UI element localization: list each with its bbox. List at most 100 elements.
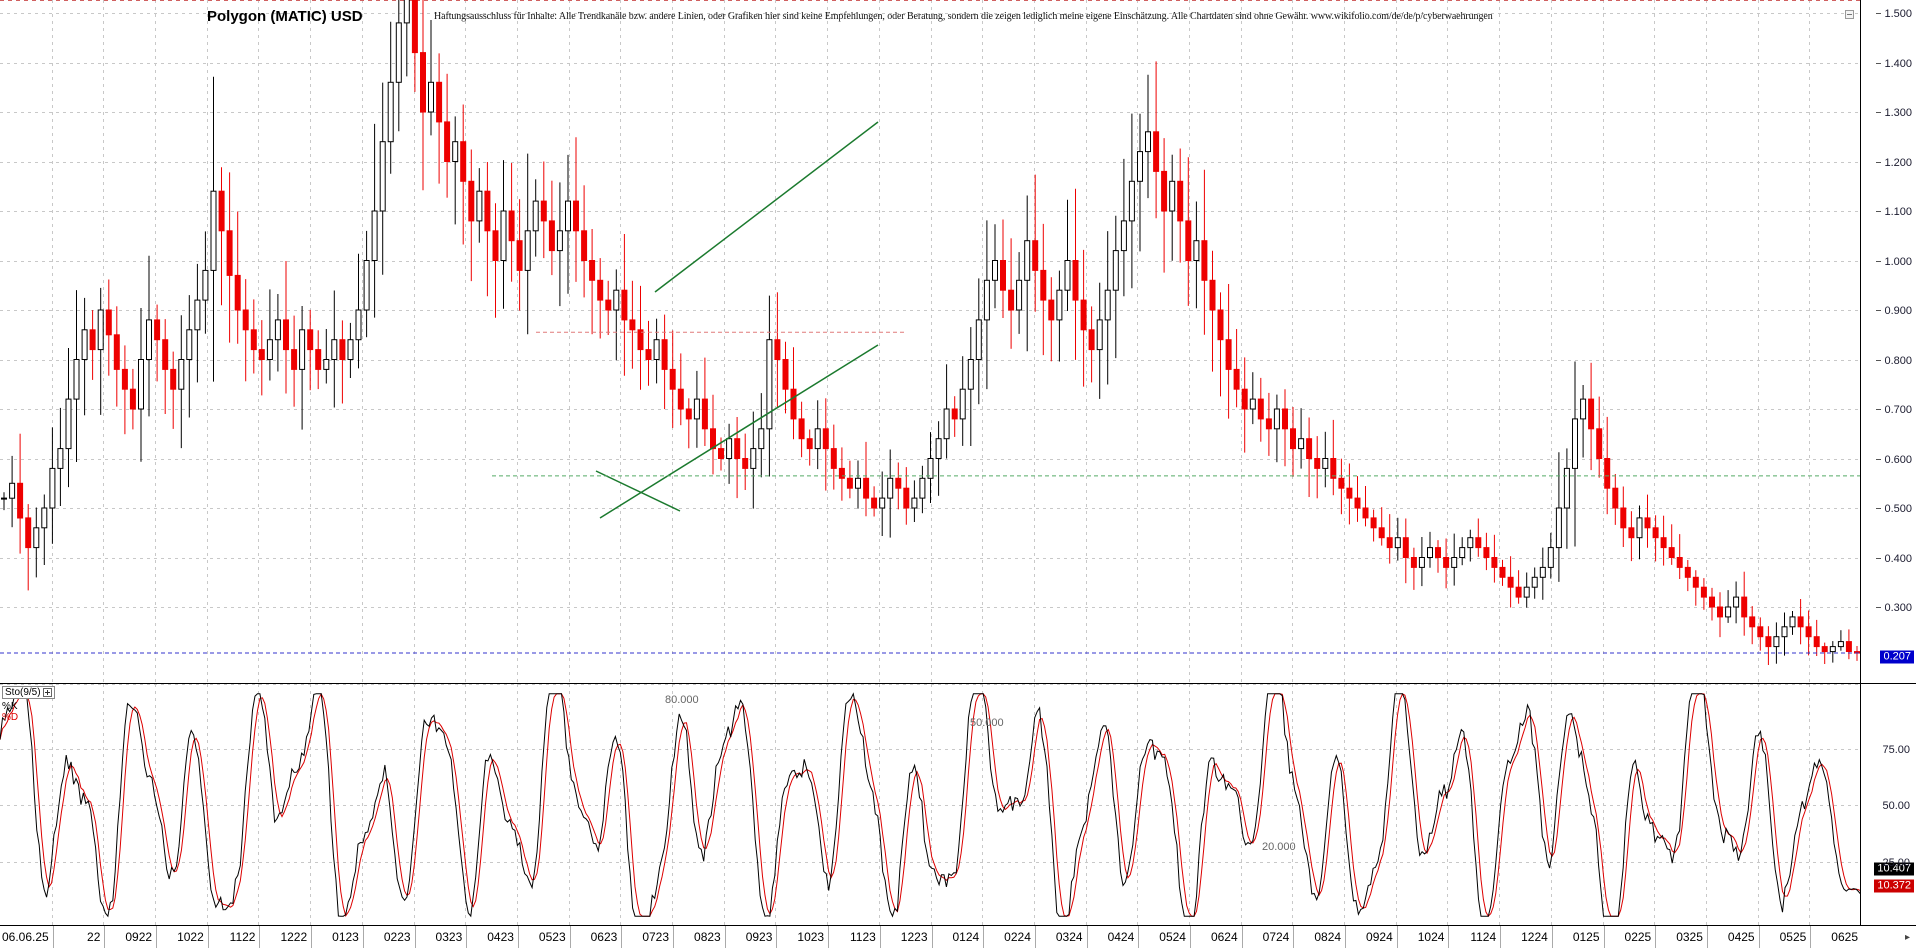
price-panel: Polygon (MATIC) USD Haftungsausschluss f… bbox=[0, 0, 1916, 683]
axis-tick-mark bbox=[1876, 260, 1882, 262]
x-axis-tick-label: 1222 bbox=[280, 930, 308, 944]
last-price-tag: 0.207 bbox=[1880, 650, 1914, 664]
level-20-label: 20.000 bbox=[1262, 841, 1296, 853]
chart-title: Polygon (MATIC) USD bbox=[207, 8, 363, 25]
x-axis-tick-label: 0623 bbox=[590, 930, 618, 944]
x-axis-separator bbox=[879, 926, 881, 948]
x-axis-separator bbox=[827, 926, 829, 948]
price-axis-tick-label: 0.900 bbox=[1876, 305, 1912, 316]
x-axis-separator bbox=[1706, 926, 1708, 948]
x-axis-separator bbox=[1086, 926, 1088, 948]
x-axis-tick-label: 0124 bbox=[952, 930, 980, 944]
x-axis-separator bbox=[1447, 926, 1449, 948]
price-plot-area[interactable]: Polygon (MATIC) USD Haftungsausschluss f… bbox=[0, 0, 1861, 683]
x-axis-separator bbox=[569, 926, 571, 948]
axis-tick-mark bbox=[1876, 161, 1882, 163]
indicator-d-label: %D bbox=[2, 712, 19, 723]
stochastic-panel: Sto(9/5) %K %D 80.000 50.000 20.000 10.4… bbox=[0, 683, 1916, 926]
x-axis-tick-label: 1024 bbox=[1417, 930, 1445, 944]
price-axis-tick-label: 1.300 bbox=[1876, 107, 1912, 118]
axis-tick-mark bbox=[1876, 111, 1882, 113]
x-axis-separator bbox=[982, 926, 984, 948]
x-axis-separator bbox=[414, 926, 416, 948]
x-axis-tick-label: 0425 bbox=[1727, 930, 1755, 944]
x-axis-tick-label: 1022 bbox=[177, 930, 204, 944]
axis-tick-mark bbox=[1876, 408, 1882, 410]
axis-tick-mark bbox=[1876, 557, 1882, 559]
x-axis-tick-label: 0524 bbox=[1159, 930, 1186, 944]
price-axis-tick-label: 0.700 bbox=[1876, 404, 1912, 415]
price-y-axis[interactable]: 0.207 1.500 1.400 1.300 1.200 1.100 1.000 0.90… bbox=[1861, 0, 1916, 683]
axis-tick-mark bbox=[1876, 62, 1882, 64]
x-axis-tick-label: 1023 bbox=[797, 930, 825, 944]
price-axis-tick-label: 0.300 bbox=[1876, 602, 1912, 613]
x-axis-tick-label: 0823 bbox=[694, 930, 721, 944]
stochastic-y-axis[interactable]: 10.407 10.372 75.00 50.00 25.00 bbox=[1861, 684, 1916, 926]
x-axis-separator bbox=[207, 926, 209, 948]
x-axis-separator bbox=[775, 926, 777, 948]
x-axis-scroll-arrow[interactable]: ▸ bbox=[1904, 932, 1910, 943]
x-axis-tick-label: 1124 bbox=[1470, 930, 1497, 944]
x-axis-tick-label: 1123 bbox=[849, 930, 876, 944]
price-axis-tick-label: 1.000 bbox=[1876, 256, 1912, 267]
x-axis-separator bbox=[362, 926, 364, 948]
x-axis-tick-label: 0125 bbox=[1572, 930, 1600, 944]
x-axis-tick-label: 0123 bbox=[332, 930, 359, 944]
price-axis-tick-label: 1.100 bbox=[1876, 206, 1912, 217]
indicator-name-box[interactable]: Sto(9/5) bbox=[2, 686, 55, 699]
x-axis-separator bbox=[1809, 926, 1811, 948]
axis-tick-mark bbox=[1876, 210, 1882, 212]
date-x-axis[interactable]: ▸ 06.06.25 22 0922 1022 1122 1222 0123 0223 0323… bbox=[0, 925, 1916, 948]
x-axis-tick-label: 0225 bbox=[1624, 930, 1652, 944]
x-axis-tick-label: 0924 bbox=[1366, 930, 1393, 944]
x-axis-separator bbox=[1034, 926, 1036, 948]
x-axis-separator bbox=[258, 926, 260, 948]
x-axis-tick-label: 0824 bbox=[1314, 930, 1342, 944]
stochastic-d-value-tag: 10.372 bbox=[1874, 879, 1914, 893]
x-axis-tick-label: 0625 bbox=[1831, 930, 1858, 944]
x-axis-separator bbox=[1344, 926, 1346, 948]
price-axis-tick-label: 1.400 bbox=[1876, 58, 1912, 69]
x-axis-tick-label: 0922 bbox=[125, 930, 153, 944]
x-axis-tick-label: 1223 bbox=[900, 930, 928, 944]
x-axis-separator bbox=[52, 926, 54, 948]
axis-tick-mark bbox=[1876, 12, 1882, 14]
x-axis-tick-label: 1224 bbox=[1521, 930, 1548, 944]
axis-tick-mark bbox=[1876, 606, 1882, 608]
axis-tick-mark bbox=[1876, 359, 1882, 361]
indicator-k-label: %K bbox=[2, 701, 18, 712]
x-axis-tick-label: 0324 bbox=[1055, 930, 1083, 944]
level-80-label: 80.000 bbox=[665, 694, 699, 706]
price-axis-tick-label: 0.500 bbox=[1876, 503, 1912, 514]
price-axis-tick-label: 0.400 bbox=[1876, 553, 1912, 564]
stochastic-axis-tick-label: 75.00 bbox=[1882, 743, 1910, 756]
indicator-legend[interactable]: Sto(9/5) %K %D bbox=[2, 686, 55, 723]
stochastic-k-value-tag: 10.407 bbox=[1874, 862, 1914, 876]
x-axis-separator bbox=[1654, 926, 1656, 948]
price-axis-tick-label: 0.800 bbox=[1876, 355, 1912, 366]
x-axis-separator bbox=[1396, 926, 1398, 948]
x-axis-tick-label: 06.06.25 bbox=[1, 930, 49, 944]
x-axis-tick-label: 0624 bbox=[1210, 930, 1238, 944]
x-axis-tick-label: 0923 bbox=[745, 930, 773, 944]
price-axis-tick-label: 0.600 bbox=[1876, 454, 1912, 465]
x-axis-separator bbox=[103, 926, 105, 948]
x-axis-tick-label: 0724 bbox=[1262, 930, 1290, 944]
x-axis-separator bbox=[1551, 926, 1553, 948]
x-axis-separator bbox=[1241, 926, 1243, 948]
x-axis-tick-label: 22 bbox=[87, 930, 101, 944]
x-axis-separator bbox=[1137, 926, 1139, 948]
panel-collapse-icon[interactable] bbox=[1845, 10, 1854, 19]
indicator-label: Sto(9/5) bbox=[5, 687, 41, 698]
stochastic-axis-tick-label: 50.00 bbox=[1882, 799, 1910, 812]
x-axis-tick-label: 0424 bbox=[1107, 930, 1135, 944]
disclaimer-text: Haftungsausschluss für Inhalte: Alle Tre… bbox=[434, 11, 1493, 22]
indicator-settings-icon[interactable] bbox=[42, 688, 52, 697]
x-axis-tick-label: 0423 bbox=[487, 930, 514, 944]
x-axis-tick-label: 0723 bbox=[642, 930, 670, 944]
stochastic-plot-area[interactable]: Sto(9/5) %K %D 80.000 50.000 20.000 bbox=[0, 684, 1861, 926]
x-axis-tick-label: 0223 bbox=[383, 930, 411, 944]
price-candlestick-svg bbox=[0, 0, 1860, 683]
axis-tick-mark bbox=[1876, 309, 1882, 311]
